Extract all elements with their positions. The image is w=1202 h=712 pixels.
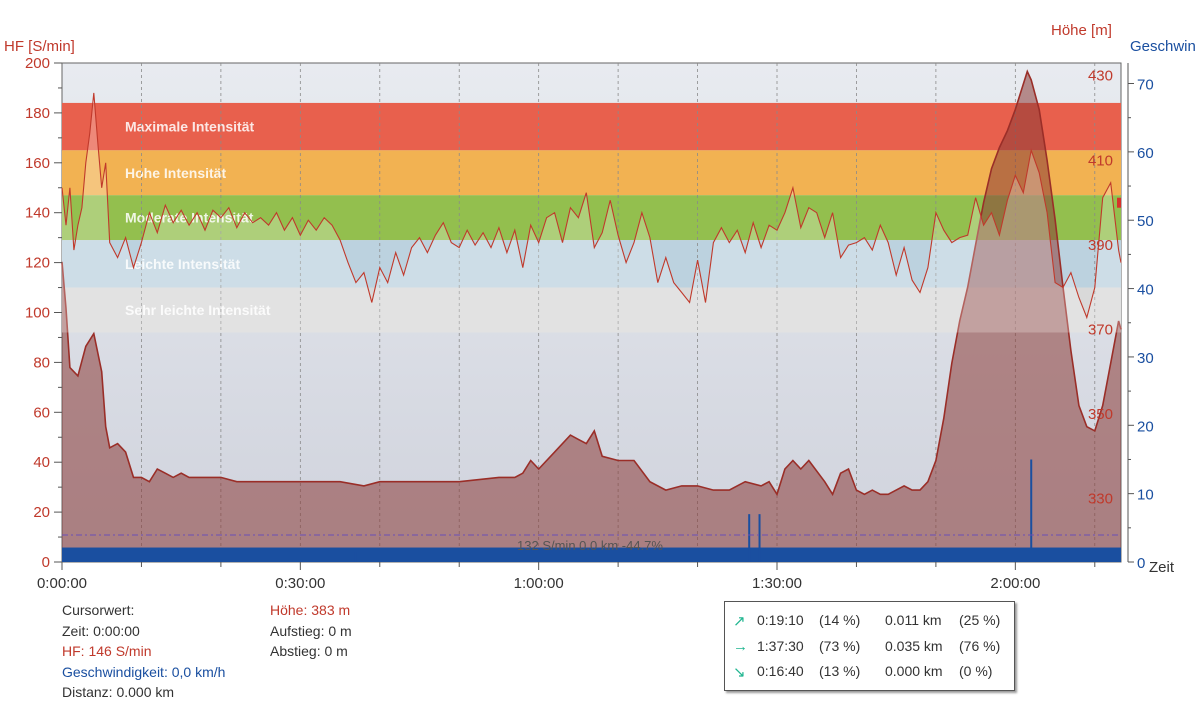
speed-series [62,459,1121,562]
hf-line [61,92,1122,333]
time-tick-label: 1:30:00 [752,575,802,592]
speed-tick-label: 30 [1137,350,1154,367]
hoehe-tick-label: 370 [1088,321,1113,338]
stats-dist: 0.011 km [885,612,942,628]
hoehe-tick-label: 430 [1088,68,1113,85]
gradient-arrow-icon: ↘ [733,664,746,681]
hf-end-marker [1117,197,1121,208]
speed-tick-label: 70 [1137,77,1154,94]
hf-tick-label: 100 [25,305,50,322]
hf-tick-label: 60 [33,404,50,421]
stats-row: → 1:37:30 (73 %) 0.035 km (76 %) [725,638,1014,658]
hf-tick-label: 0 [42,554,50,571]
zone-label: Sehr leichte Intensität [125,302,271,318]
hoehe-area-fill [62,71,1121,562]
time-tick-label: 0:00:00 [37,575,87,592]
cursor-distance: Distanz: 0.000 km [62,684,175,700]
hf-area-fill [62,92,1121,333]
stats-time-pct: (13 %) [819,663,861,679]
intensity-zones: Maximale Intensität Hohe Intensität Modera… [62,102,1121,333]
cursor-speed: Geschwindigkeit: 0,0 km/h [62,663,226,680]
hf-tick-label: 140 [25,205,50,222]
zone-label: Maximale Intensität [125,119,254,135]
reference-line: 132 S/min 0.0 km -44.7% [62,534,1121,553]
stats-dist-pct: (0 %) [959,663,993,679]
speed-tick-label: 40 [1137,282,1154,299]
hf-tick-label: 180 [25,105,50,122]
hoehe-area [61,69,1122,562]
hf-line-path [61,92,1122,320]
time-tick-label: 0:30:00 [275,575,325,592]
hf-tick-label: 200 [25,55,50,72]
hoehe-tick-label: 330 [1088,491,1113,508]
axes: 0204060801001201401601802003303503703904… [25,55,1154,592]
hoehe-axis-title: Höhe [m] [1051,22,1112,39]
stats-dist: 0.035 km [885,637,943,654]
zone-band [62,102,1121,151]
hoehe-line [61,69,1122,497]
speed-tick-label: 20 [1137,418,1154,435]
zone-label: Moderate Intensität [125,210,254,226]
stats-dist: 0.000 km [885,663,943,679]
hoehe-tick-label: 410 [1088,152,1113,169]
zone-label: Hohe Intensität [125,165,226,181]
abstieg-value: Abstieg: 0 m [270,643,348,659]
time-tick-label: 1:00:00 [514,575,564,592]
speed-tick-label: 60 [1137,145,1154,162]
zone-label: Leichte Intensität [125,256,240,272]
hoehe-label: Höhe: [270,602,308,618]
reference-label: 132 S/min 0.0 km -44.7% [517,538,663,553]
gradient-arrow-icon: → [733,637,748,655]
speed-tick-label: 50 [1137,213,1154,230]
hoehe-tick-label: 350 [1088,406,1113,423]
hf-axis-title: HF [S/min] [4,38,75,55]
speed-axis-title: Geschwin [1130,38,1196,55]
stats-row: ↘ 0:16:40 (13 %) 0.000 km (0 %) [725,663,1014,683]
hf-tick-label: 160 [25,155,50,172]
zone-band [62,240,1121,288]
cursor-title: Cursorwert: [62,602,135,618]
stats-dist-pct: (25 %) [959,612,1001,628]
stats-row: ↗ 0:19:10 (14 %) 0.011 km (25 %) [725,612,1014,632]
cursor-info-panel: Cursorwert: Zeit: 0:00:00 HF: 146 S/min … [62,600,225,703]
stats-time-pct: (14 %) [819,612,861,628]
zone-band [62,195,1121,241]
zone-band [62,287,1121,333]
hoehe-tick-label: 390 [1088,237,1113,254]
cursor-time: Zeit: 0:00:00 [62,622,140,639]
stats-time: 1:37:30 [757,637,804,654]
cursor-hf: HF: 146 S/min [62,643,152,659]
stats-time: 0:16:40 [757,663,804,679]
speed-tick-label: 0 [1137,555,1145,572]
hf-tick-label: 120 [25,255,50,272]
zone-band [62,150,1121,196]
hf-tick-label: 20 [33,504,50,521]
time-axis-title: Zeit [1149,559,1175,576]
hoehe-value: 383 m [311,602,351,618]
speed-tick-label: 10 [1137,487,1154,504]
time-tick-label: 2:00:00 [990,575,1040,592]
stats-time: 0:19:10 [757,612,804,628]
aufstieg-value: Aufstieg: 0 m [270,622,352,639]
stats-time-pct: (73 %) [819,637,861,654]
hf-tick-label: 80 [33,354,50,371]
stats-dist-pct: (76 %) [959,637,1001,654]
speed-baseline [62,547,1121,562]
hf-tick-label: 40 [33,454,50,471]
gradient-arrow-icon: ↗ [733,613,746,630]
elevation-info-panel: Höhe: 383 m Aufstieg: 0 m Abstieg: 0 m [270,600,352,662]
gradient-stats-box: ↗ 0:19:10 (14 %) 0.011 km (25 %) → 1:37:30 (73 … [724,601,1015,691]
